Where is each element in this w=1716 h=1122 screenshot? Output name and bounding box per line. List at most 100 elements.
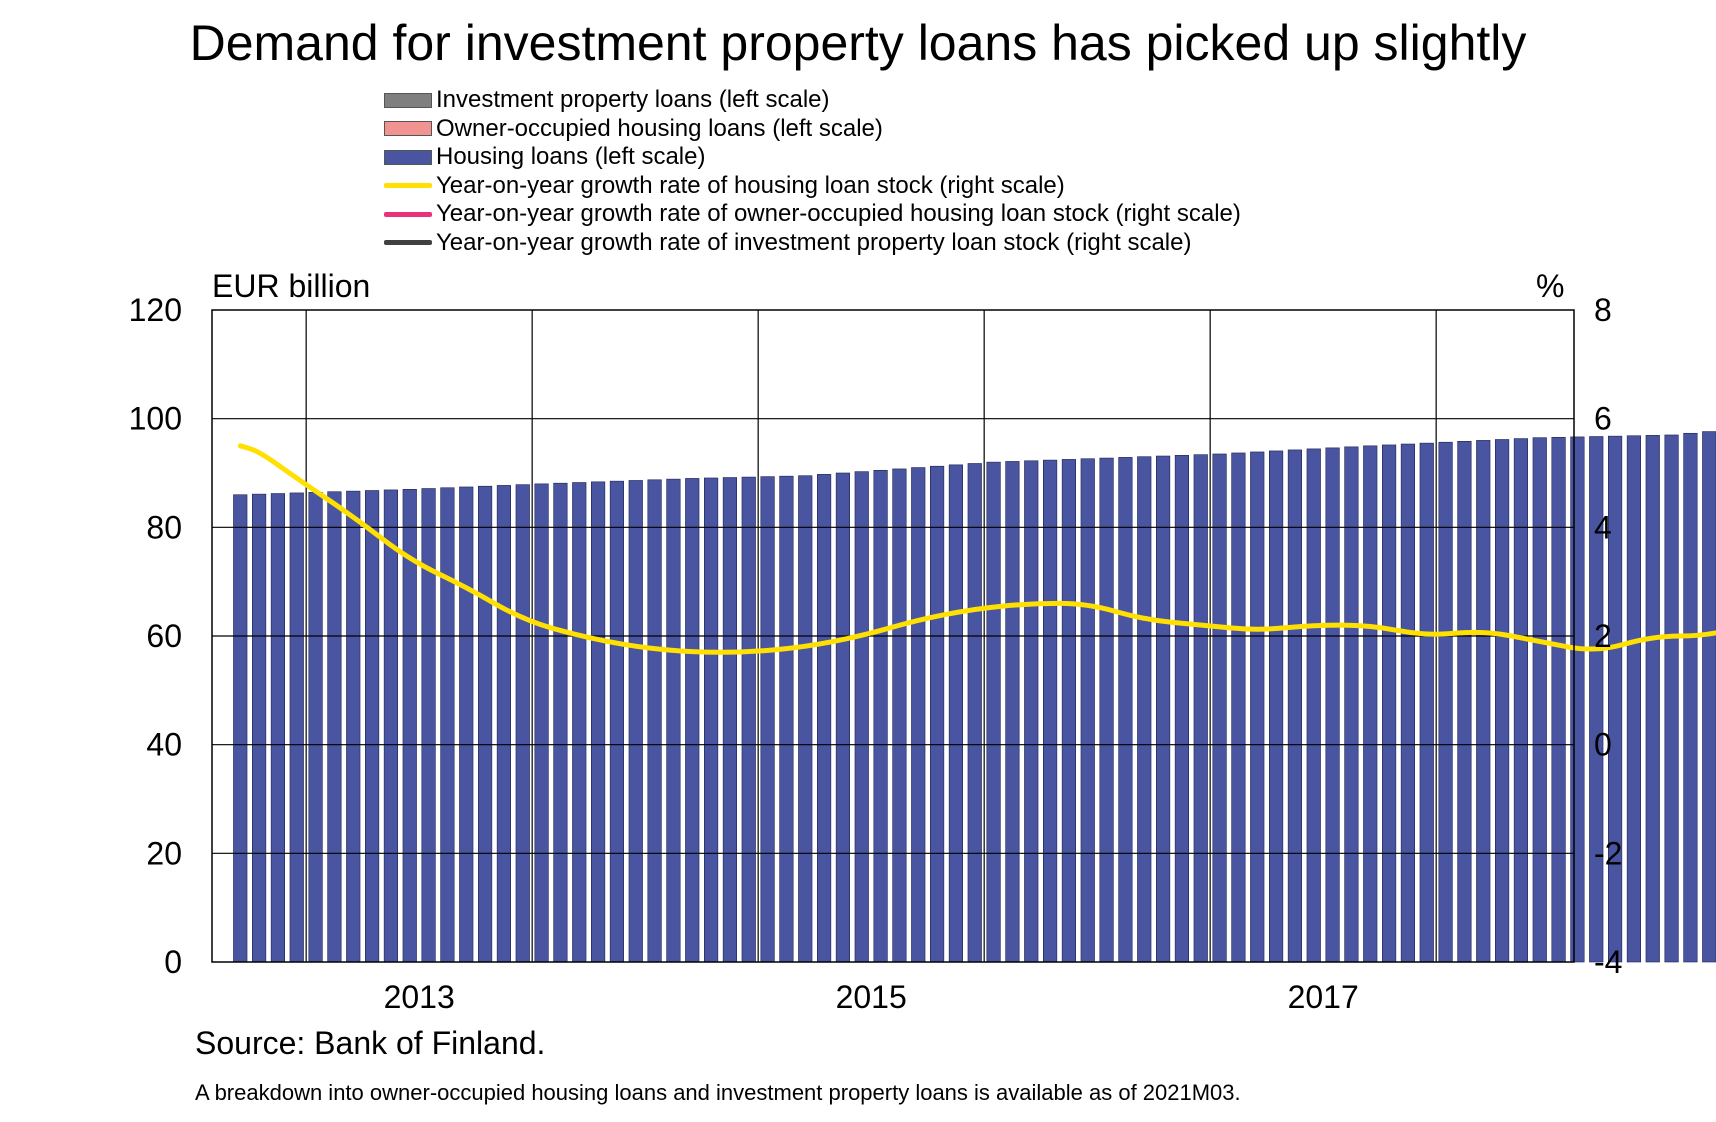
bar-housing-2014-12 [741,476,756,963]
right-tick-4: 4 [1594,509,1612,545]
left-tick-0: 0 [164,944,182,980]
housing-growth-line [237,443,1716,655]
bar-housing-2013-07 [421,488,436,963]
bar-housing-2014-09 [685,478,700,963]
line-series-group [237,443,1716,655]
left-axis-unit: EUR billion [212,268,371,304]
bar-housing-2016-07 [1099,457,1114,963]
bar-housing-2018-11 [1626,435,1641,963]
bar-housing-2016-06 [1080,458,1095,963]
bar-housing-2018-06 [1532,437,1547,963]
bar-housing-2018-05 [1513,438,1528,963]
bar-housing-2014-03 [572,482,587,963]
right-tick-0: 0 [1594,727,1612,763]
legend-label-housing: Housing loans (left scale) [436,143,706,171]
bar-housing-2015-05 [835,472,850,963]
bar-housing-2018-04 [1495,439,1510,963]
bar-housing-2016-08 [1118,457,1133,963]
bar-housing-2015-08 [892,468,907,963]
bar-housing-2016-02 [1005,461,1020,963]
bar-housing-2016-05 [1061,459,1076,963]
legend-label-investment: Investment property loans (left scale) [436,86,830,114]
bar-housing-2016-09 [1137,456,1152,963]
legend-label-owner-occupied: Owner-occupied housing loans (left scale… [436,114,883,142]
legend-item-housing-growth-line: Year-on-year growth rate of housing loan… [384,172,1241,201]
plot-frame [211,309,1575,963]
bar-housing-2013-04 [365,490,380,963]
source-text: Source: Bank of Finland. [195,1025,546,1061]
footnote-text: A breakdown into owner-occupied housing … [195,1080,1241,1105]
bar-housing-2015-04 [817,474,832,963]
right-tick-6: 6 [1594,401,1612,437]
bar-housing-2014-08 [666,478,681,963]
bar-housing-2013-10 [478,485,493,963]
legend-item-owner-growth-line: Year-on-year growth rate of owner-occupi… [384,200,1241,229]
bar-housing-2018-10 [1608,435,1623,963]
x-axis-ticks: 201320152017201920212023 [384,979,1359,1015]
bar-housing-2018-12 [1645,435,1660,963]
bar-housing-2017-03 [1250,451,1265,963]
x-tick-2015: 2015 [836,979,907,1015]
bar-housing-2015-07 [873,469,888,963]
bar-housing-2013-08 [440,487,455,963]
legend-label-housing-growth: Year-on-year growth rate of housing loan… [436,171,1065,199]
bar-housing-2019-03 [1702,431,1716,963]
bar-housing-2016-04 [1043,459,1058,963]
bar-housing-2013-09 [459,486,474,963]
bar-housing-2016-03 [1024,460,1039,963]
right-tick--4: -4 [1594,944,1622,980]
bar-housing-2018-07 [1551,436,1566,963]
legend-swatch-housing [384,149,432,165]
bar-housing-2016-10 [1156,455,1171,963]
bar-housing-2015-06 [854,471,869,963]
bar-housing-2013-12 [515,484,530,963]
legend-item-housing-bar: Housing loans (left scale) [384,143,1241,172]
bar-housing-2015-09 [911,467,926,963]
right-tick-8: 8 [1594,292,1612,328]
bar-housing-2018-01 [1438,441,1453,963]
bar-housing-2015-11 [948,464,963,963]
bar-housing-2013-03 [346,490,361,963]
bar-housing-2016-12 [1193,454,1208,963]
bar-housing-2015-03 [798,475,813,963]
left-tick-100: 100 [129,401,182,437]
right-tick--2: -2 [1594,835,1622,871]
legend-line-owner-growth [384,211,432,217]
bar-housing-2012-10 [252,493,267,963]
bar-housing-2014-01 [534,483,549,963]
bar-housing-2019-02 [1683,432,1698,963]
left-tick-60: 60 [146,618,182,654]
legend-line-housing-growth [384,183,432,189]
bar-housing-2012-12 [289,492,304,963]
bar-housing-2016-01 [986,461,1001,963]
legend-item-investment-bar: Investment property loans (left scale) [384,86,1241,115]
left-tick-20: 20 [146,835,182,871]
bar-housing-2018-02 [1457,441,1472,963]
bar-housing-2017-01 [1212,453,1227,963]
bar-housing-2014-05 [609,480,624,963]
left-tick-80: 80 [146,509,182,545]
bar-housing-2015-12 [967,463,982,963]
legend-swatch-investment [384,92,432,108]
legend-item-investment-growth-line: Year-on-year growth rate of investment p… [384,229,1241,258]
left-tick-120: 120 [129,292,182,328]
bar-housing-2017-02 [1231,452,1246,963]
left-tick-40: 40 [146,727,182,763]
bar-housing-2017-06 [1306,448,1321,963]
legend-line-investment-growth [384,240,432,246]
right-axis-unit: % [1536,268,1565,304]
left-axis-ticks: 0 20 40 60 80 100 120 [129,292,182,980]
bar-housing-2017-09 [1363,445,1378,963]
bar-housing-2013-05 [383,489,398,963]
x-tick-2017: 2017 [1288,979,1359,1015]
bar-housing-2013-01 [308,492,323,963]
bar-housing-2017-10 [1382,444,1397,963]
bar-housing-2014-07 [647,479,662,963]
right-tick-2: 2 [1594,618,1612,654]
bar-housing-2014-06 [628,480,643,963]
bar-housing-2013-11 [496,485,511,963]
bar-housing-2014-04 [591,481,606,963]
bar-group [233,431,1716,963]
bar-housing-2014-10 [704,477,719,963]
